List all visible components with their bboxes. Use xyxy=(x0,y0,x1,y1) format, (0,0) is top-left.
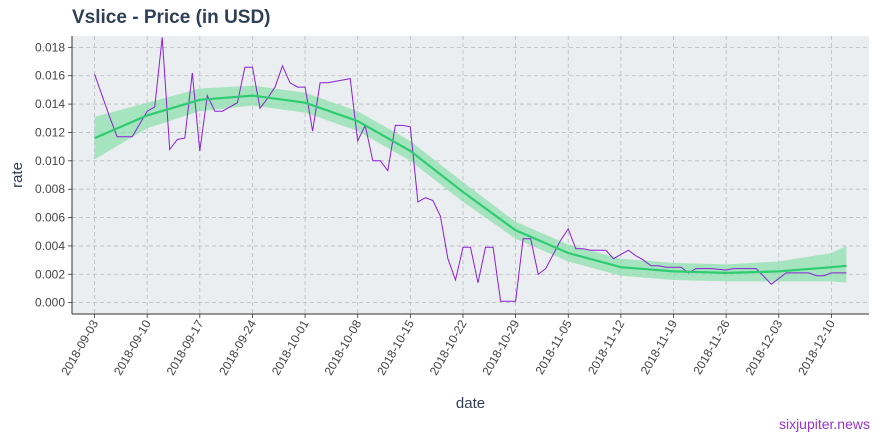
axes xyxy=(71,36,869,315)
confidence-band xyxy=(94,85,847,283)
x-tick-label: 2018-11-12 xyxy=(585,317,628,377)
x-tick-label: 2018-11-26 xyxy=(690,317,733,377)
trend-line xyxy=(94,94,847,275)
x-tick-label: 2018-10-08 xyxy=(321,317,364,377)
x-tick-label: 2018-12-10 xyxy=(795,317,838,377)
x-tick-label: 2018-09-03 xyxy=(58,317,101,377)
y-tick-label: 0.004 xyxy=(35,239,65,253)
x-tick-label: 2018-10-29 xyxy=(479,317,522,377)
y-tick-label: 0.002 xyxy=(35,267,65,281)
price-series xyxy=(94,37,847,302)
x-tick-label: 2018-11-19 xyxy=(638,317,681,377)
y-tick-label: 0.000 xyxy=(35,296,65,310)
price-line xyxy=(94,37,847,302)
y-tick-label: 0.006 xyxy=(35,211,65,225)
site-watermark: sixjupiter.news xyxy=(778,416,870,432)
x-tick-label: 2018-10-22 xyxy=(427,317,470,377)
y-tick-label: 0.012 xyxy=(35,125,65,139)
x-tick-labels: 2018-09-03 2018-09-10 2018-09-17 2018-09-24… xyxy=(58,314,838,378)
x-tick-label: 2018-12-03 xyxy=(743,317,786,377)
confidence-band-area xyxy=(94,85,847,283)
x-tick-label: 2018-09-24 xyxy=(216,317,259,377)
y-tick-label: 0.014 xyxy=(35,97,65,111)
y-tick-label: 0.010 xyxy=(35,154,65,168)
y-tick-label: 0.016 xyxy=(35,69,65,83)
chart-title: Vslice - Price (in USD) xyxy=(72,7,271,28)
y-axis-label: rate xyxy=(9,162,26,188)
x-tick-label: 2018-10-01 xyxy=(269,317,312,377)
x-axis-label: date xyxy=(456,395,485,412)
x-tick-label: 2018-11-05 xyxy=(532,317,575,377)
y-tick-label: 0.008 xyxy=(35,182,65,196)
y-tick-labels: 0.000 0.002 0.004 0.006 0.008 0.010 0.012 0.014… xyxy=(35,40,72,310)
x-tick-label: 2018-10-15 xyxy=(374,317,417,377)
x-tick-label: 2018-09-10 xyxy=(111,317,154,377)
trend-series xyxy=(94,94,847,275)
x-tick-label: 2018-09-17 xyxy=(164,317,207,377)
y-tick-label: 0.018 xyxy=(35,40,65,54)
